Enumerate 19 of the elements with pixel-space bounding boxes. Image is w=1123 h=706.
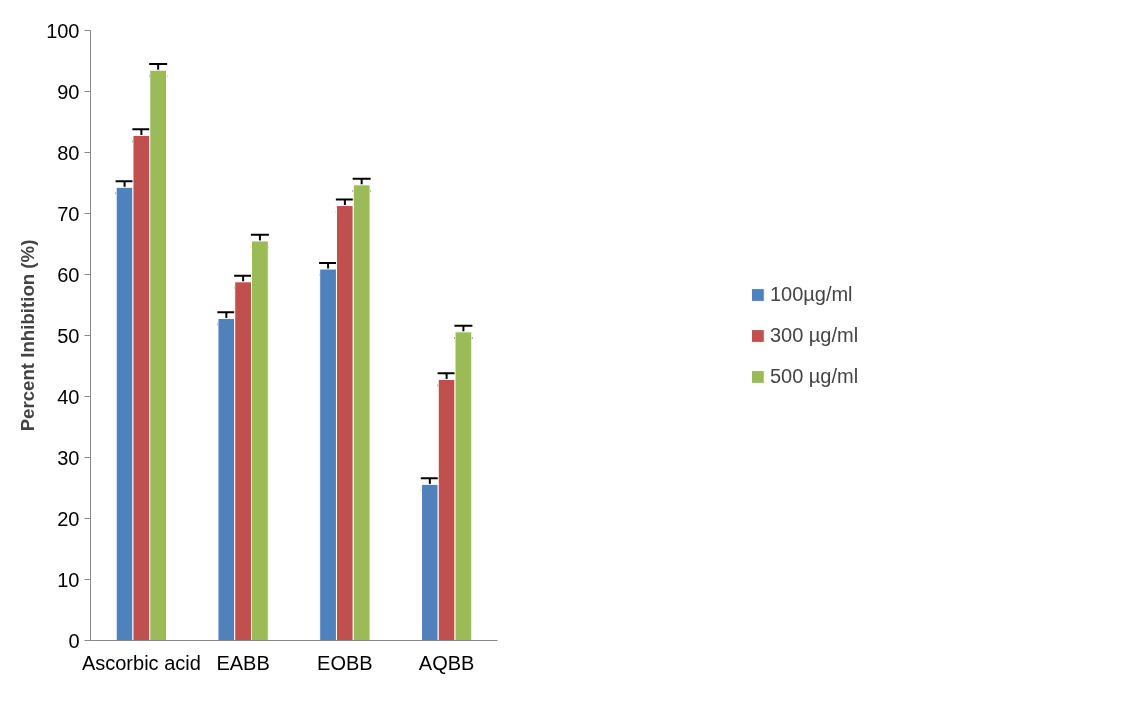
legend-label: 300 µg/ml — [769, 323, 859, 347]
y-axis-title: Percent Inhibition (%) — [17, 239, 39, 432]
y-tick-label: 50 — [57, 324, 80, 347]
x-tick-label: AQBB — [418, 651, 475, 674]
y-tick-label: 0 — [68, 629, 80, 652]
legend-label: 100µg/ml — [769, 282, 853, 306]
legend-label: 500 µg/ml — [769, 364, 859, 388]
y-tick-label: 40 — [57, 385, 80, 408]
x-tick-label: EOBB — [317, 651, 373, 674]
y-tick-label: 70 — [57, 202, 80, 225]
y-tick-label: 90 — [57, 80, 80, 103]
y-tick-label: 30 — [57, 446, 80, 469]
y-tick-label: 100 — [46, 19, 80, 42]
x-tick-label: EABB — [216, 651, 270, 674]
y-tick-label: 60 — [57, 263, 80, 286]
x-tick-label: Ascorbic acid — [81, 651, 201, 674]
y-tick-label: 80 — [57, 141, 80, 164]
y-tick-label: 20 — [57, 507, 80, 530]
y-tick-label: 10 — [57, 568, 80, 591]
